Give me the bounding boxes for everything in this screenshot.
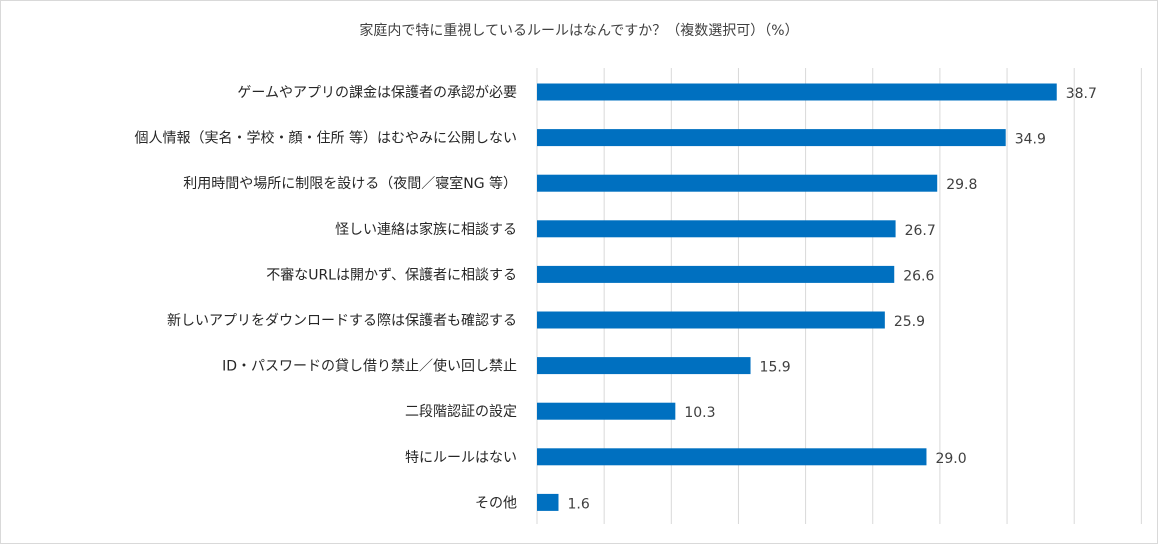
data-label: 29.0	[935, 451, 966, 467]
bar	[537, 493, 559, 511]
data-label: 1.6	[567, 496, 589, 512]
bar	[537, 311, 885, 329]
data-label: 34.9	[1015, 132, 1046, 148]
category-label: 怪しい連絡は家族に相談する	[335, 221, 517, 238]
bar	[537, 402, 676, 420]
data-label: 29.8	[946, 177, 977, 193]
bar	[537, 265, 895, 283]
category-label: ゲームやアプリの課金は保護者の承認が必要	[237, 85, 517, 101]
category-label: その他	[475, 495, 517, 511]
bar	[537, 83, 1057, 101]
bar	[537, 174, 938, 192]
category-label: 不審なURLは開かず、保護者に相談する	[266, 267, 517, 283]
bar	[537, 357, 751, 375]
category-label: 個人情報（実名・学校・顔・住所 等）はむやみに公開しない	[135, 130, 517, 147]
data-label: 10.3	[684, 405, 715, 421]
category-label: 二段階認証の設定	[405, 404, 517, 420]
data-labels: 38.7 34.9 29.8 26.7 26.6 25.9 15.9 10.3 29.0 1.6	[567, 86, 1096, 512]
chart-title: 家庭内で特に重視しているルールはなんですか？（複数選択可）（%）	[359, 23, 799, 39]
data-label: 25.9	[894, 314, 925, 330]
data-label: 38.7	[1066, 86, 1097, 102]
category-label: 新しいアプリをダウンロードする際は保護者も確認する	[167, 313, 517, 329]
category-label: 特にルールはない	[405, 450, 517, 466]
bar-series	[537, 83, 1057, 511]
data-label: 26.7	[905, 223, 936, 239]
data-label: 15.9	[760, 360, 791, 376]
category-label: ID・パスワードの貸し借り禁止／使い回し禁止	[222, 358, 517, 375]
bar	[537, 129, 1006, 147]
data-label: 26.6	[903, 268, 934, 284]
bar	[537, 220, 896, 238]
category-label: 利用時間や場所に制限を設ける（夜間／寝室NG 等）	[183, 175, 517, 192]
bar	[537, 448, 927, 466]
